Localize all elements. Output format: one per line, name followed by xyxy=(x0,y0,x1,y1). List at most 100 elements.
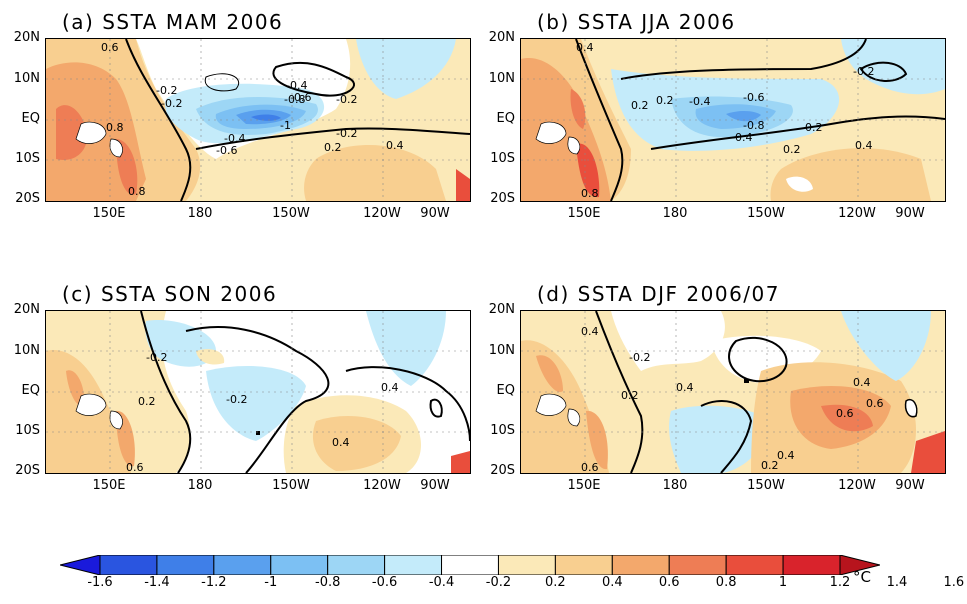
lon-label: 90W xyxy=(420,206,450,221)
sst-anomaly-map-d: 0.4 -0.2 0.4 0.2 0.4 0.6 0.6 0.4 0.2 0.6 xyxy=(520,310,946,474)
contour-label: -0.2 xyxy=(161,97,182,110)
lon-label: 150W xyxy=(747,206,785,221)
lat-label: 10S xyxy=(490,151,515,166)
contour-label: 0.2 xyxy=(783,143,801,156)
lat-label: EQ xyxy=(496,383,515,398)
lat-label: 10N xyxy=(13,71,40,86)
contour-label: -0.2 xyxy=(156,84,177,97)
panel-title: (b) SSTA JJA 2006 xyxy=(537,10,736,34)
lat-label: 20N xyxy=(488,30,515,45)
colorbar-box xyxy=(782,554,841,576)
colorbar-end-high xyxy=(839,554,881,576)
contour-label: 0.4 xyxy=(855,139,873,152)
contour-label: 0.2 xyxy=(621,389,639,402)
lat-label: 10N xyxy=(13,343,40,358)
colorbar-tick-label: 1.4 xyxy=(886,575,908,590)
colorbar-box xyxy=(384,554,443,576)
contour-label: 0.6 xyxy=(101,41,119,54)
contour-label: -0.2 xyxy=(801,121,822,134)
contour-label: -0.8 xyxy=(743,119,764,132)
contour-label: 0.4 xyxy=(381,381,399,394)
contour-label: 0.8 xyxy=(106,121,124,134)
lat-label: 10N xyxy=(488,71,515,86)
contour-label: 0.4 xyxy=(777,449,795,462)
contour-label: 0.4 xyxy=(576,41,594,54)
colorbar-box xyxy=(441,554,499,576)
lat-label: 10S xyxy=(15,151,40,166)
colorbar-tick-label: -1.6 xyxy=(87,575,113,590)
colorbar-tick-label: -0.4 xyxy=(428,575,455,590)
panel-a: (a) SSTA MAM 2006 xyxy=(40,10,460,210)
contour-label: 0.4 xyxy=(676,381,694,394)
contour-label: -1 xyxy=(280,119,291,132)
colorbar-tick-label: -1.4 xyxy=(144,575,170,590)
contour-label: -0.4 xyxy=(731,131,752,144)
lat-label: 10S xyxy=(15,423,40,438)
lat-label: 20S xyxy=(490,463,515,478)
panel-d: (d) SSTA DJF 2006/07 xyxy=(515,282,935,482)
lon-label: 120W xyxy=(838,478,876,493)
lon-label: 150E xyxy=(92,206,126,221)
colorbar-box xyxy=(725,554,784,576)
lon-label: 150E xyxy=(567,478,601,493)
contour-label: 0.2 xyxy=(631,99,649,112)
colorbar-tick-label: 0.2 xyxy=(545,575,566,590)
lon-label: 180 xyxy=(662,478,688,493)
lat-label: 20S xyxy=(15,191,40,206)
panel-b: (b) SSTA JJA 2006 xyxy=(515,10,935,210)
panel-title: (d) SSTA DJF 2006/07 xyxy=(537,282,780,306)
colorbar-box xyxy=(554,554,613,576)
colorbar-tick-label: -0.2 xyxy=(485,575,512,590)
lat-label: 20S xyxy=(15,463,40,478)
colorbar-box xyxy=(270,554,329,576)
contour-label: -0.4 xyxy=(689,95,710,108)
lon-label: 90W xyxy=(895,478,925,493)
lon-label: 90W xyxy=(420,478,450,493)
lat-label: EQ xyxy=(21,111,40,126)
colorbar-unit: °C xyxy=(853,568,871,586)
lon-label: 120W xyxy=(363,478,401,493)
contour-label: 0.4 xyxy=(581,325,599,338)
lat-label: 20S xyxy=(490,191,515,206)
sst-anomaly-map-a: 0.6 0.8 0.8 -0.2 -0.2 -0.4 -0.6 -0.8 -1 … xyxy=(45,38,471,202)
contour-label: 0.2 xyxy=(138,395,156,408)
colorbar-tick-label: 1.2 xyxy=(829,575,851,590)
lat-label: 10S xyxy=(490,423,515,438)
colorbar-box xyxy=(99,554,158,576)
contour-label: 0.6 xyxy=(126,461,144,473)
colorbar-box xyxy=(668,554,727,576)
lat-label: 20N xyxy=(13,302,40,317)
contour-label: 0.6 xyxy=(866,397,884,410)
contour-label: -0.2 xyxy=(226,393,247,406)
contour-label: 0.2 xyxy=(761,459,779,472)
lon-label: 150E xyxy=(92,478,126,493)
contour-label: -0.4 xyxy=(286,79,307,92)
colorbar-end-low xyxy=(59,554,101,576)
contour-label: 0.8 xyxy=(128,185,146,198)
lon-label: 120W xyxy=(838,206,876,221)
colorbar-tick-label: 1 xyxy=(778,575,788,590)
contour-label: -0.2 xyxy=(853,65,874,78)
sst-anomaly-map-b: 0.4 0.2 0.2 -0.4 -0.6 -0.8 -0.4 -0.2 -0.… xyxy=(520,38,946,202)
contour-label: -0.2 xyxy=(336,127,357,140)
lon-label: 180 xyxy=(187,206,213,221)
panel-title: (a) SSTA MAM 2006 xyxy=(62,10,284,34)
contour-label: -0.2 xyxy=(336,93,357,106)
colorbar-tick-label: 0.6 xyxy=(658,575,680,590)
colorbar-box xyxy=(213,554,272,576)
contour-label: -0.6 xyxy=(290,91,311,104)
colorbar-box xyxy=(156,554,215,576)
contour-label: 0.2 xyxy=(656,94,674,107)
contour-label: 0.4 xyxy=(332,436,350,449)
panel-title: (c) SSTA SON 2006 xyxy=(62,282,278,306)
lon-label: 180 xyxy=(187,478,213,493)
colorbar-box xyxy=(497,554,556,576)
contour-label: 0.2 xyxy=(324,141,342,154)
contour-label: -0.4 xyxy=(224,132,245,145)
contour-label: -0.2 xyxy=(146,351,167,364)
lat-label: 20N xyxy=(13,30,40,45)
lat-label: EQ xyxy=(21,383,40,398)
lon-label: 90W xyxy=(895,206,925,221)
panel-c: (c) SSTA SON 2006 xyxy=(40,282,460,482)
colorbar-tick-label: 1.6 xyxy=(943,575,965,590)
